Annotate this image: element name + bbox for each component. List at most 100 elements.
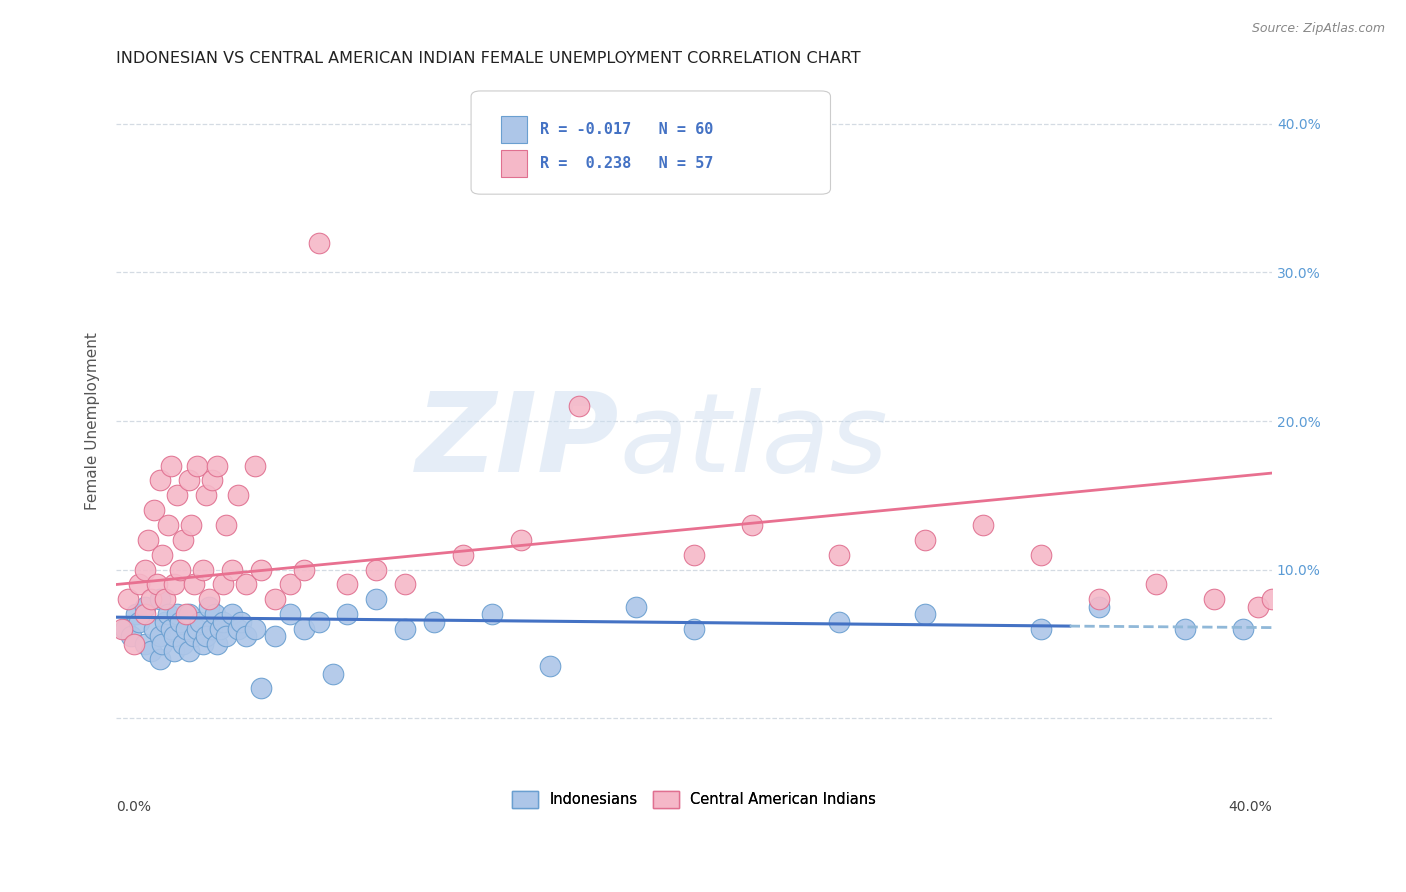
Point	[249, 681, 271, 696]
Point	[212, 577, 235, 591]
Point	[226, 488, 249, 502]
Point	[191, 637, 214, 651]
Point	[188, 615, 211, 629]
Point	[169, 563, 191, 577]
Point	[191, 563, 214, 577]
Point	[155, 615, 177, 629]
Point	[111, 622, 134, 636]
Point	[212, 615, 235, 629]
Point	[235, 577, 257, 591]
Point	[136, 533, 159, 547]
Point	[1246, 599, 1268, 614]
Point	[142, 503, 165, 517]
Point	[169, 615, 191, 629]
Point	[336, 577, 359, 591]
Point	[336, 607, 359, 622]
Point	[166, 607, 188, 622]
Point	[134, 637, 156, 651]
Point	[197, 599, 219, 614]
Point	[163, 577, 186, 591]
Point	[183, 630, 205, 644]
Point	[264, 592, 287, 607]
Point	[134, 607, 156, 622]
Point	[152, 637, 174, 651]
Point	[177, 607, 200, 622]
Point	[366, 592, 388, 607]
Point	[1204, 592, 1226, 607]
Point	[235, 630, 257, 644]
Point	[626, 599, 648, 614]
Text: 0.0%: 0.0%	[117, 800, 152, 814]
Point	[914, 533, 936, 547]
FancyBboxPatch shape	[501, 150, 526, 178]
Point	[451, 548, 474, 562]
Point	[183, 577, 205, 591]
Point	[1144, 577, 1167, 591]
Point	[177, 644, 200, 658]
Point	[166, 488, 188, 502]
Point	[194, 488, 217, 502]
Point	[120, 630, 142, 644]
Point	[308, 235, 330, 250]
Point	[322, 666, 344, 681]
Point	[249, 563, 271, 577]
Point	[1087, 592, 1109, 607]
Point	[142, 622, 165, 636]
Point	[221, 607, 243, 622]
Point	[278, 577, 301, 591]
Point	[215, 518, 238, 533]
Point	[194, 630, 217, 644]
Point	[172, 533, 194, 547]
Point	[117, 592, 139, 607]
Point	[226, 622, 249, 636]
Point	[1029, 548, 1052, 562]
Point	[152, 548, 174, 562]
Point	[174, 607, 197, 622]
Point	[264, 630, 287, 644]
Point	[538, 659, 561, 673]
Point	[134, 599, 156, 614]
Point	[292, 622, 315, 636]
Point	[134, 563, 156, 577]
Point	[201, 474, 224, 488]
Point	[149, 652, 172, 666]
Point	[1261, 592, 1284, 607]
Point	[139, 592, 162, 607]
Point	[186, 622, 208, 636]
Text: atlas: atlas	[619, 388, 887, 495]
Point	[149, 592, 172, 607]
Point	[155, 592, 177, 607]
Text: ZIP: ZIP	[416, 388, 619, 495]
Point	[114, 622, 136, 636]
Point	[1029, 622, 1052, 636]
Point	[827, 615, 849, 629]
Point	[308, 615, 330, 629]
Text: R = -0.017   N = 60: R = -0.017 N = 60	[540, 121, 714, 136]
Point	[139, 644, 162, 658]
Point	[197, 592, 219, 607]
Point	[215, 630, 238, 644]
Point	[125, 607, 148, 622]
Point	[683, 622, 706, 636]
Text: 40.0%: 40.0%	[1229, 800, 1272, 814]
Text: Source: ZipAtlas.com: Source: ZipAtlas.com	[1251, 22, 1385, 36]
Point	[567, 399, 589, 413]
Point	[201, 622, 224, 636]
Point	[1232, 622, 1254, 636]
Point	[180, 518, 202, 533]
Point	[177, 474, 200, 488]
Point	[683, 548, 706, 562]
Point	[122, 637, 145, 651]
Point	[157, 518, 180, 533]
Point	[163, 644, 186, 658]
FancyBboxPatch shape	[471, 91, 831, 194]
Point	[509, 533, 531, 547]
Point	[172, 637, 194, 651]
Point	[292, 563, 315, 577]
Point	[204, 607, 226, 622]
Point	[229, 615, 252, 629]
Y-axis label: Female Unemployment: Female Unemployment	[86, 332, 100, 510]
Point	[186, 458, 208, 473]
FancyBboxPatch shape	[501, 116, 526, 143]
Point	[741, 518, 763, 533]
